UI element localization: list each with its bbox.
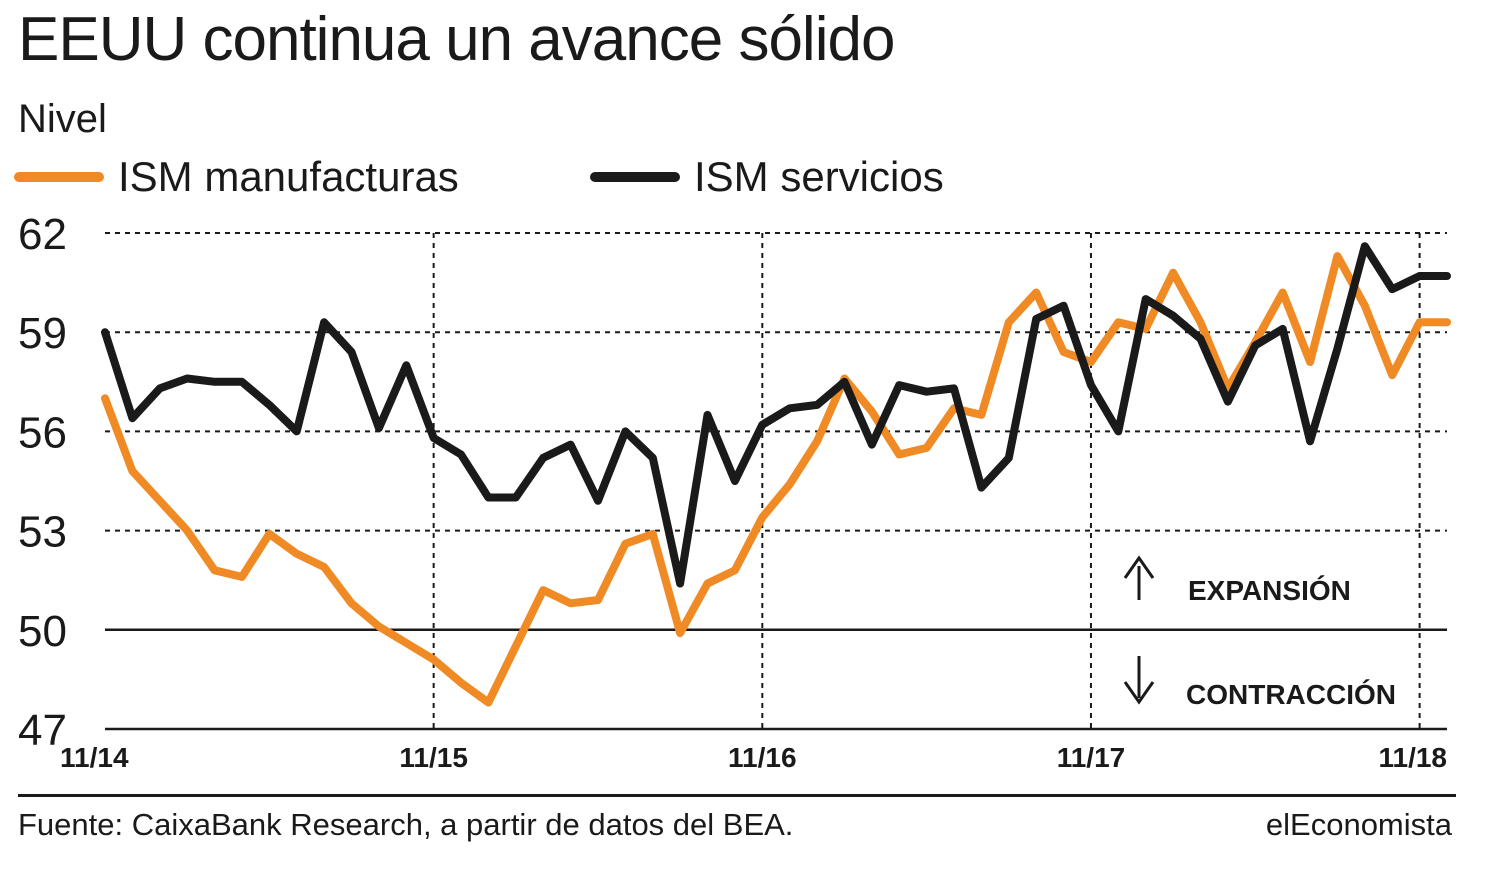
expansion-label: EXPANSIÓN: [1188, 575, 1351, 606]
chart-subtitle: Nivel: [18, 97, 107, 141]
legend-item-manufacturas: ISM manufacturas: [14, 152, 459, 202]
x-tick-label: 11/17: [1057, 742, 1126, 773]
expansion-arrow-icon: [1123, 555, 1155, 579]
footer-divider: [18, 794, 1456, 797]
legend-swatch-manufacturas: [14, 172, 104, 182]
x-tick-label: 11/18: [1378, 742, 1447, 773]
x-tick-label: 11/14: [60, 742, 129, 773]
brand-credit: elEconomista: [1265, 807, 1452, 842]
legend-swatch-servicios: [590, 172, 680, 182]
legend-label-manufacturas: ISM manufacturas: [118, 153, 459, 200]
y-tick-label: 47: [18, 706, 67, 755]
chart-title: EEUU continua un avance sólido: [18, 5, 895, 74]
x-tick-label: 11/16: [728, 742, 797, 773]
y-tick-label: 50: [18, 607, 67, 656]
y-tick-label: 62: [18, 210, 67, 259]
series-line-manufacturas: [101, 252, 1451, 707]
source-note: Fuente: CaixaBank Research, a partir de …: [18, 807, 794, 842]
y-tick-label: 56: [18, 408, 67, 457]
legend-label-servicios: ISM servicios: [694, 153, 944, 200]
contraction-arrow-icon: [1123, 681, 1155, 705]
series-line-servicios: [101, 242, 1451, 588]
x-tick-label: 11/15: [399, 742, 468, 773]
contraction-label: CONTRACCIÓN: [1186, 679, 1396, 710]
y-tick-label: 59: [18, 309, 67, 358]
legend-item-servicios: ISM servicios: [590, 152, 944, 202]
y-tick-label: 53: [18, 508, 67, 557]
